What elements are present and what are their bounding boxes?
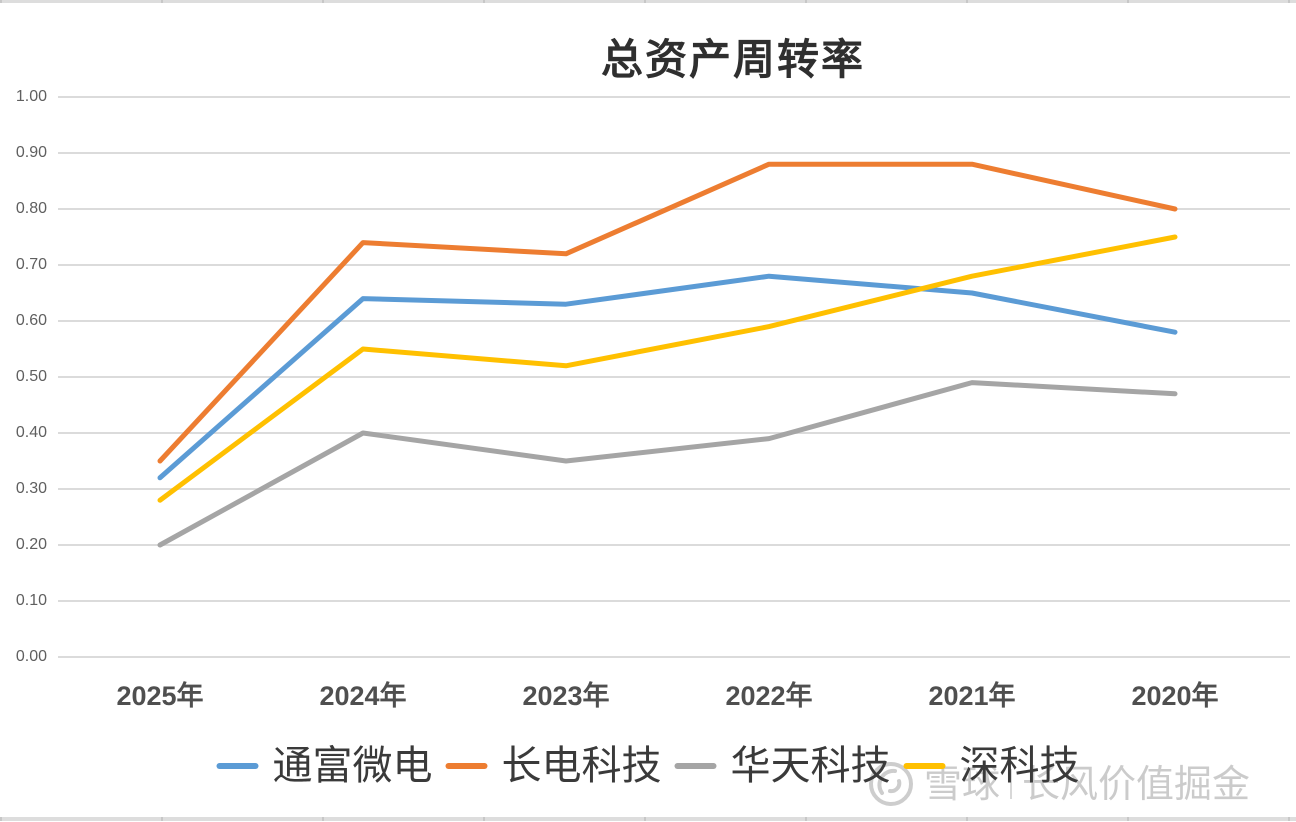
legend-item-深科技: 深科技 [903, 743, 1080, 789]
x-tick-label: 2025年 [116, 681, 204, 711]
legend-label: 长电科技 [501, 743, 662, 789]
series-line-长电科技 [157, 161, 1178, 464]
legend-label: 华天科技 [730, 743, 891, 789]
legend-item-华天科技: 华天科技 [674, 743, 891, 789]
chart-title: 总资产周转率 [600, 35, 866, 84]
y-tick-label: 0.30 [15, 480, 47, 497]
legend-item-长电科技: 长电科技 [445, 743, 662, 789]
xueqiu-snowball-logo-icon [869, 762, 913, 806]
watermark: 雪球 长风价值掘金 [868, 760, 1250, 808]
series-line-华天科技 [157, 380, 1178, 548]
y-tick-label: 0.70 [15, 256, 47, 273]
y-tick-label: 0.20 [15, 536, 47, 553]
top-crop-edge-line [0, 0, 1296, 3]
legend-label: 通富微电 [272, 743, 433, 789]
chart-legend: 通富微电 长电科技 华天科技 深科技 [216, 743, 1080, 789]
watermark-divider [1010, 769, 1013, 799]
x-tick-label: 2024年 [319, 681, 407, 711]
x-tick-label: 2022年 [725, 681, 813, 711]
watermark-brand: 雪球 [924, 762, 1001, 806]
legend-item-通富微电: 通富微电 [216, 743, 433, 789]
y-tick-label: 1.00 [15, 88, 47, 105]
legend-label: 深科技 [959, 743, 1080, 789]
watermark-author: 长风价值掘金 [1022, 762, 1251, 806]
y-tick-label: 0.40 [15, 424, 47, 441]
x-tick-label: 2023年 [522, 681, 610, 711]
y-tick-label: 0.10 [15, 592, 47, 609]
series-line-通富微电 [157, 273, 1178, 481]
x-tick-label: 2021年 [928, 681, 1016, 711]
y-tick-label: 0.50 [15, 368, 47, 385]
series-line-深科技 [157, 234, 1178, 503]
y-tick-label: 0.90 [15, 144, 47, 161]
y-tick-label: 0.60 [15, 312, 47, 329]
legend-line-marker [674, 763, 717, 769]
x-tick-label: 2020年 [1131, 681, 1219, 711]
legend-line-marker [903, 763, 946, 769]
legend-line-marker [216, 763, 259, 769]
y-tick-label: 0.80 [15, 200, 47, 217]
y-tick-label: 0.00 [15, 648, 47, 665]
bottom-crop-edge-line [0, 817, 1296, 821]
legend-line-marker [445, 763, 488, 769]
